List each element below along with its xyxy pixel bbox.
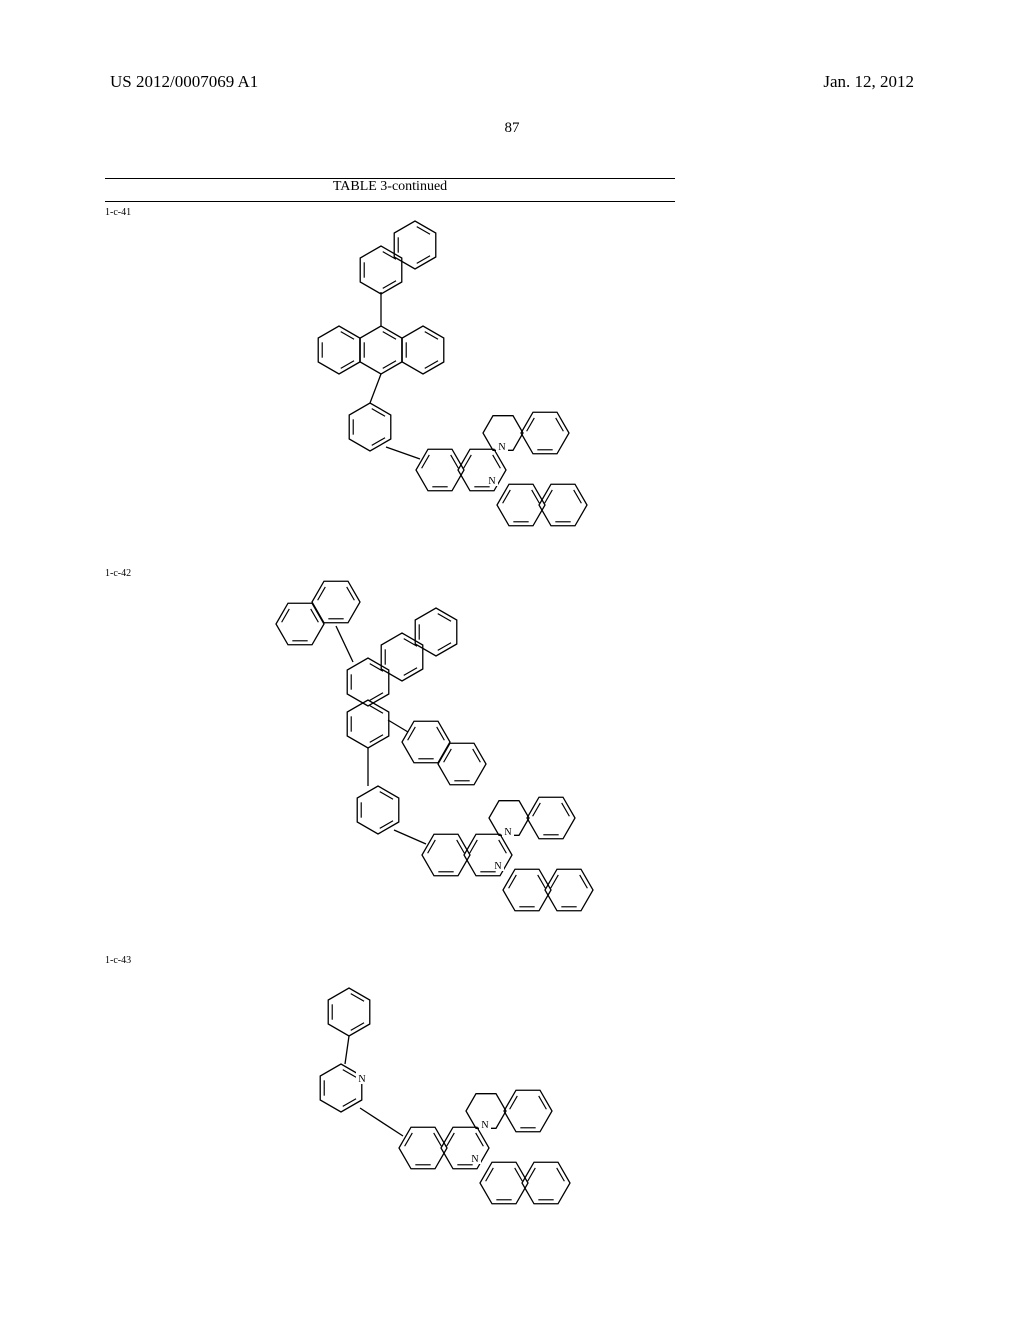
chemical-structure: N N N <box>265 968 625 1248</box>
svg-text:N: N <box>504 827 511 838</box>
svg-text:N: N <box>488 476 495 487</box>
page-number: 87 <box>0 120 1024 137</box>
chemical-structure: NN <box>255 195 615 555</box>
entry-label: 1-c-43 <box>105 955 131 966</box>
publication-number: US 2012/0007069 A1 <box>110 72 258 92</box>
svg-text:N: N <box>498 442 505 453</box>
svg-text:N: N <box>358 1074 365 1085</box>
entry-label: 1-c-42 <box>105 568 131 579</box>
entry-label: 1-c-41 <box>105 207 131 218</box>
svg-text:N: N <box>471 1154 478 1165</box>
chemical-structure: NN <box>228 562 628 947</box>
svg-text:N: N <box>494 861 501 872</box>
publication-date: Jan. 12, 2012 <box>823 72 914 92</box>
svg-text:N: N <box>481 1120 488 1131</box>
